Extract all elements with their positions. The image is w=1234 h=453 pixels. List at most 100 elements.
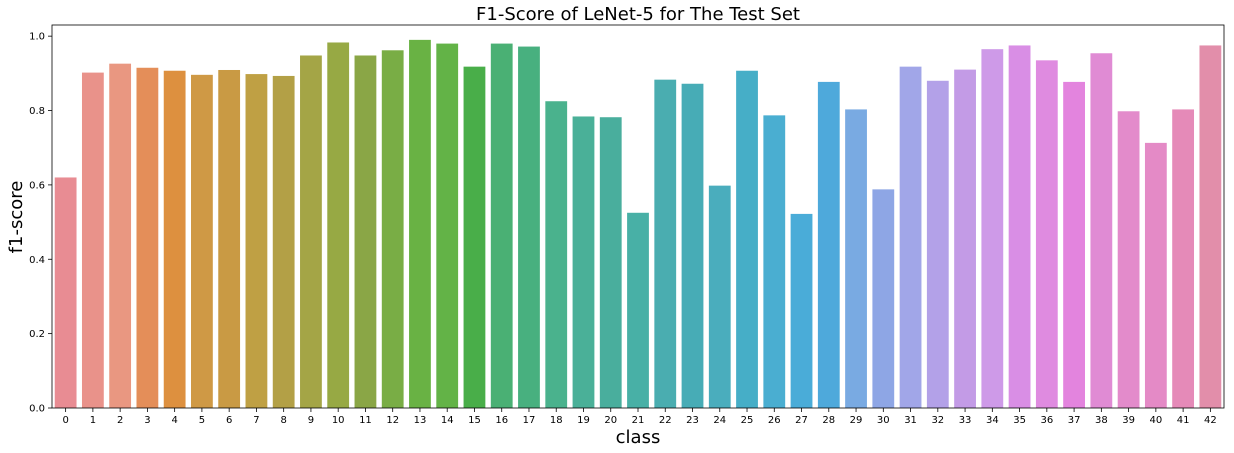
bar-class-8 — [272, 75, 295, 408]
x-tick-label: 41 — [1177, 415, 1190, 426]
bar-class-5 — [191, 74, 213, 408]
y-tick-label: 0.4 — [29, 255, 45, 266]
y-tick-label: 0.8 — [29, 106, 45, 117]
x-tick-label: 30 — [877, 415, 890, 426]
x-tick-label: 11 — [359, 415, 372, 426]
x-tick-label: 17 — [523, 415, 536, 426]
plot-frame — [51, 24, 1225, 409]
y-tick-label: 0.0 — [29, 404, 45, 415]
x-tick-label: 10 — [332, 415, 345, 426]
bar-class-24 — [708, 185, 731, 408]
bar-class-30 — [872, 189, 895, 408]
bar-class-3 — [136, 67, 159, 408]
bar-class-41 — [1172, 109, 1195, 408]
x-axis: 0 1 2 3 4 5 6 7 8 9 10 11 12 13 14 15 16 17 18 19 20 21 22 23 24… — [62, 408, 1217, 426]
x-tick-label: 6 — [226, 415, 232, 426]
x-tick-label: 24 — [713, 415, 726, 426]
y-axis-title: f1-score — [6, 181, 27, 254]
x-tick-label: 31 — [904, 415, 917, 426]
y-tick-label: 0.6 — [29, 180, 45, 191]
bar-class-13 — [409, 39, 431, 409]
bar-class-36 — [1035, 60, 1058, 408]
x-tick-label: 13 — [414, 415, 427, 426]
bar-class-12 — [381, 50, 404, 408]
bar-class-37 — [1063, 81, 1085, 408]
x-tick-label: 33 — [959, 415, 972, 426]
x-tick-label: 3 — [144, 415, 150, 426]
bar-class-28 — [817, 81, 840, 408]
x-tick-label: 28 — [822, 415, 835, 426]
bar-class-4 — [163, 70, 186, 409]
x-tick-label: 12 — [386, 415, 399, 426]
x-tick-label: 27 — [795, 415, 808, 426]
x-tick-label: 34 — [986, 415, 999, 426]
x-tick-label: 0 — [62, 415, 68, 426]
y-axis: 0.0 0.2 0.4 0.6 0.8 1.0 — [29, 32, 52, 415]
x-tick-label: 16 — [495, 415, 508, 426]
bar-class-27 — [790, 213, 813, 408]
bar-class-33 — [954, 69, 976, 409]
x-tick-label: 25 — [741, 415, 754, 426]
x-tick-label: 8 — [280, 415, 286, 426]
bar-class-2 — [109, 63, 132, 409]
x-tick-label: 9 — [308, 415, 314, 426]
x-tick-label: 42 — [1204, 415, 1217, 426]
bar-class-19 — [572, 116, 595, 408]
x-tick-label: 36 — [1040, 415, 1053, 426]
x-tick-label: 38 — [1095, 415, 1108, 426]
x-tick-label: 19 — [577, 415, 590, 426]
x-tick-label: 14 — [441, 415, 454, 426]
bar-class-40 — [1144, 142, 1167, 408]
x-axis-title: class — [616, 427, 661, 448]
x-tick-label: 39 — [1122, 415, 1135, 426]
x-tick-label: 1 — [90, 415, 96, 426]
bar-class-25 — [736, 70, 758, 409]
x-tick-label: 35 — [1013, 415, 1026, 426]
bar-class-1 — [81, 72, 104, 408]
bar-class-18 — [545, 101, 568, 408]
bar-class-42 — [1199, 45, 1222, 408]
x-tick-label: 2 — [117, 415, 123, 426]
x-tick-label: 40 — [1149, 415, 1162, 426]
bar-class-32 — [926, 80, 949, 408]
bar-class-26 — [763, 115, 786, 409]
bar-class-20 — [599, 117, 622, 408]
y-tick-label: 1.0 — [29, 32, 45, 43]
bar-class-6 — [218, 69, 241, 409]
x-tick-label: 4 — [171, 415, 177, 426]
bar-class-17 — [518, 46, 540, 408]
bar-class-38 — [1090, 53, 1113, 408]
x-tick-label: 15 — [468, 415, 481, 426]
x-tick-label: 32 — [931, 415, 944, 426]
bar-class-7 — [245, 74, 268, 408]
bars-group — [54, 39, 1222, 409]
x-tick-label: 20 — [604, 415, 617, 426]
x-tick-label: 5 — [199, 415, 205, 426]
bar-class-16 — [490, 43, 513, 409]
x-tick-label: 37 — [1068, 415, 1081, 426]
bar-class-11 — [354, 55, 377, 409]
x-tick-label: 7 — [253, 415, 259, 426]
x-tick-label: 29 — [850, 415, 863, 426]
bar-class-29 — [845, 109, 867, 408]
bar-class-31 — [899, 66, 922, 409]
x-tick-label: 26 — [768, 415, 781, 426]
bar-class-9 — [300, 55, 322, 409]
x-tick-label: 22 — [659, 415, 672, 426]
bar-class-15 — [463, 66, 486, 409]
bar-class-14 — [436, 43, 459, 409]
bar-class-35 — [1008, 45, 1031, 408]
x-tick-label: 21 — [632, 415, 645, 426]
bar-class-10 — [327, 42, 350, 408]
bar-class-23 — [681, 83, 704, 408]
bar-class-39 — [1117, 111, 1140, 409]
x-tick-label: 23 — [686, 415, 699, 426]
y-tick-label: 0.2 — [29, 329, 45, 340]
x-tick-label: 18 — [550, 415, 563, 426]
chart-title: F1-Score of LeNet-5 for The Test Set — [476, 4, 800, 25]
bar-class-22 — [654, 79, 677, 408]
bar-class-0 — [54, 177, 77, 408]
bar-class-34 — [981, 49, 1004, 409]
bar-class-21 — [627, 212, 649, 408]
